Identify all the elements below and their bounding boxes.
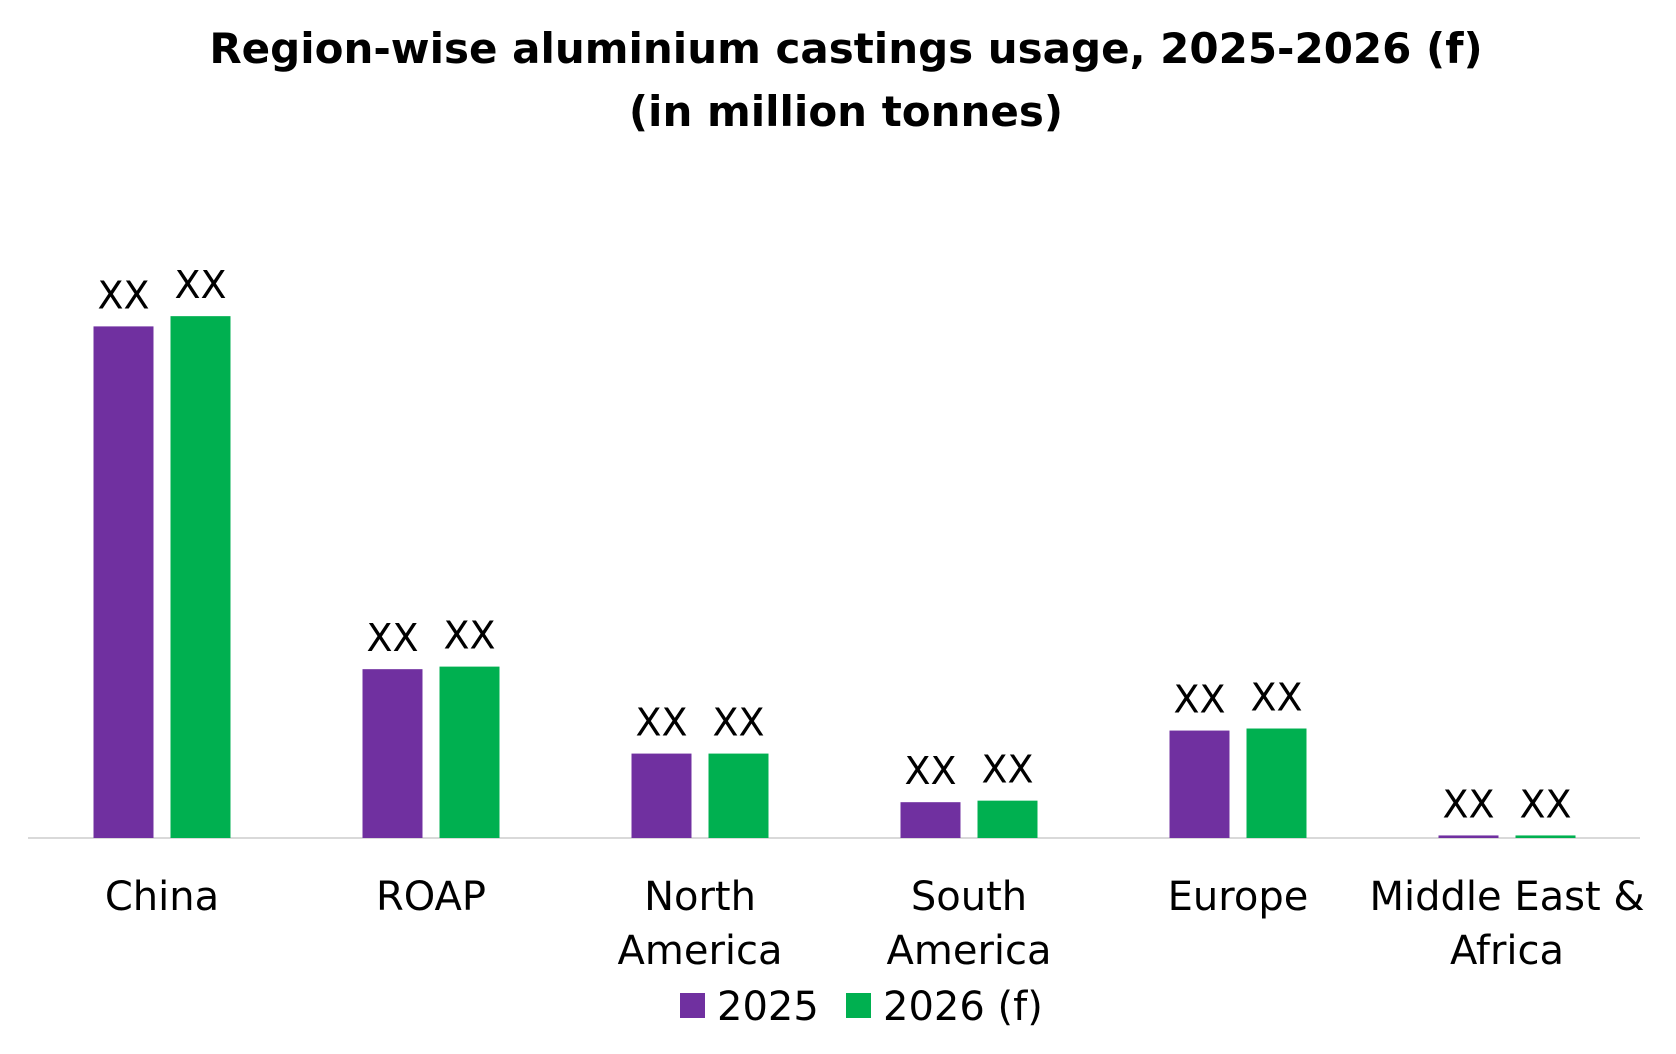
- bar-series1: [900, 802, 961, 838]
- legend-swatch-2026f: [846, 993, 871, 1018]
- category-label-line: China: [105, 874, 219, 920]
- bar-series2: [1515, 835, 1576, 838]
- category-label-line: South: [911, 874, 1027, 920]
- category-label-line: America: [887, 928, 1052, 974]
- category-label-line: ROAP: [376, 874, 486, 920]
- data-label: XX: [174, 263, 226, 307]
- category-label-line: North: [644, 874, 756, 920]
- legend-label-2025: 2025: [717, 984, 819, 1030]
- data-label: XX: [712, 701, 764, 745]
- chart-legend: 2025 2026 (f): [680, 984, 1043, 1030]
- category-label-line: Africa: [1450, 928, 1564, 974]
- data-label: XX: [1173, 678, 1225, 722]
- category-label: North America: [618, 874, 783, 974]
- category-label-line: Middle East &: [1369, 874, 1644, 920]
- category-label: Middle East & Africa: [1369, 874, 1644, 974]
- bar-series2: [977, 800, 1038, 838]
- legend-label-2026f: 2026 (f): [883, 984, 1043, 1030]
- category-label-line: America: [618, 928, 783, 974]
- bar-series1: [93, 326, 154, 838]
- data-label: XX: [366, 616, 418, 660]
- bar-series2: [170, 316, 231, 838]
- legend-swatch-2025: [680, 993, 705, 1018]
- chart-subtitle: (in million tonnes): [629, 87, 1063, 136]
- data-label: XX: [1442, 782, 1494, 826]
- bar-series1: [362, 669, 423, 838]
- category-label: South America: [887, 874, 1052, 974]
- data-label: XX: [443, 614, 495, 658]
- data-label: XX: [904, 749, 956, 793]
- plot-area: XX XX XX XX XX XX XX XX XX XX XX XX China ROAP North Am…: [28, 263, 1645, 974]
- data-label: XX: [97, 273, 149, 317]
- data-label: XX: [1519, 782, 1571, 826]
- bar-series2: [439, 666, 500, 838]
- bar-series1: [1169, 730, 1230, 838]
- bar-series2: [1246, 728, 1307, 838]
- bar-series2: [708, 753, 769, 838]
- category-label: Europe: [1168, 874, 1309, 920]
- data-label: XX: [1250, 676, 1302, 720]
- category-label-line: Europe: [1168, 874, 1309, 920]
- bar-series1: [1438, 835, 1499, 838]
- category-label: ROAP: [376, 874, 486, 920]
- data-label: XX: [981, 748, 1033, 792]
- bar-series1: [631, 753, 692, 838]
- data-label: XX: [635, 701, 687, 745]
- chart-title: Region-wise aluminium castings usage, 20…: [209, 24, 1482, 73]
- category-label: China: [105, 874, 219, 920]
